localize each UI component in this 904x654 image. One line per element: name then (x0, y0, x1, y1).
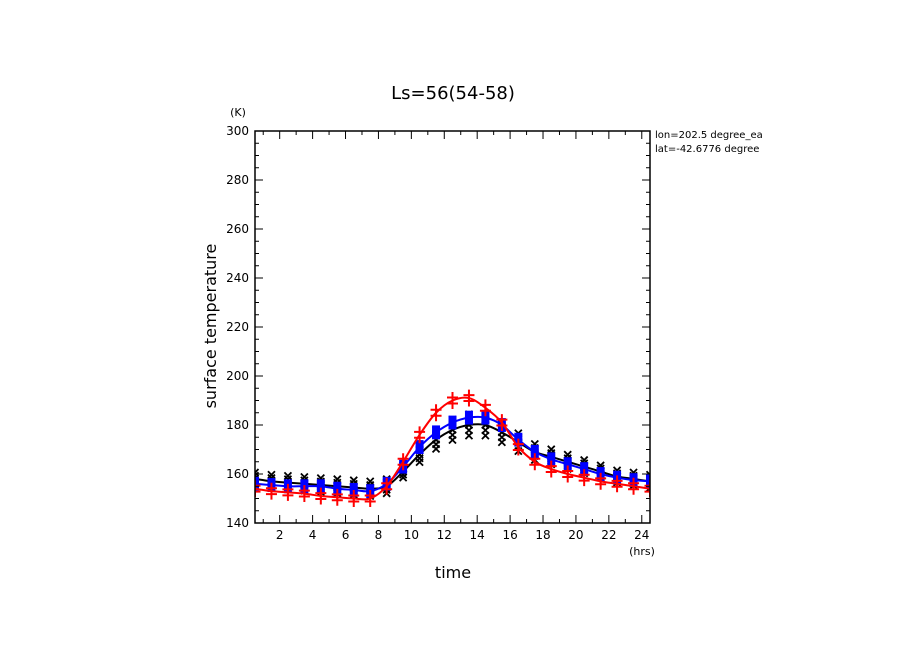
x-tick-label: 12 (437, 528, 452, 542)
series-1-marker (255, 476, 259, 485)
x-tick-label: 18 (535, 528, 550, 542)
y-tick-label: 160 (226, 467, 249, 481)
series-0-marker (563, 450, 572, 459)
y-tick-label: 180 (226, 418, 249, 432)
series-1-marker (267, 478, 276, 487)
series-0-marker (255, 468, 260, 477)
series-1-marker (349, 482, 358, 491)
chart-title: Ls=56(54-58) (391, 83, 515, 104)
series-1-marker (448, 415, 457, 424)
series-1-marker (283, 479, 292, 488)
annotation-lon: lon=202.5 degree_ea (655, 130, 763, 141)
series-1-marker (646, 480, 650, 489)
series-1-marker (481, 416, 490, 425)
series-1-line (255, 415, 650, 493)
x-tick-label: 24 (634, 528, 649, 542)
series-1-marker (613, 470, 622, 479)
x-tick-label: 14 (470, 528, 485, 542)
series-0-marker (547, 445, 556, 454)
annotation-lat: lat=-42.6776 degree (655, 144, 759, 155)
series-0-marker (349, 476, 358, 485)
y-tick-label: 220 (226, 320, 249, 334)
series-1-marker (432, 425, 441, 434)
y-tick-label: 260 (226, 222, 249, 236)
series-1-marker (563, 457, 572, 466)
series-1-marker (415, 440, 424, 449)
series-1-marker (646, 474, 650, 483)
x-tick-label: 22 (601, 528, 616, 542)
x-tick-label: 8 (375, 528, 383, 542)
series-1-marker (629, 473, 638, 482)
y-tick-label: 240 (226, 271, 249, 285)
series-1-marker (547, 452, 556, 461)
series-1-marker (530, 445, 539, 454)
series-1-marker (464, 416, 473, 425)
series-0-marker (398, 473, 408, 482)
series-1-marker (366, 484, 375, 493)
series-2-line (255, 396, 650, 501)
series-1-marker (415, 445, 424, 454)
series-0-marker (333, 475, 342, 484)
series-1-marker (316, 479, 325, 488)
x-axis-unit: (hrs) (629, 545, 655, 558)
series-2-marker (644, 486, 650, 498)
y-axis-unit: (K) (230, 106, 246, 119)
series-0-marker (283, 471, 293, 481)
series-1-marker (580, 462, 589, 471)
series-1-marker (448, 421, 457, 430)
y-axis-label: surface temperature (201, 244, 220, 409)
series-1-marker (432, 431, 441, 440)
x-tick-label: 4 (309, 528, 317, 542)
y-tick-label: 200 (226, 369, 249, 383)
x-axis-label: time (435, 563, 471, 582)
y-tick-label: 140 (226, 516, 249, 530)
series-1-marker (464, 410, 473, 419)
y-tick-label: 280 (226, 173, 249, 187)
series-1-marker (596, 467, 605, 476)
x-tick-label: 10 (404, 528, 419, 542)
x-tick-label: 6 (342, 528, 350, 542)
series-1-marker (514, 432, 523, 441)
series-0-marker (366, 477, 375, 486)
y-tick-label: 300 (226, 124, 249, 138)
x-tick-label: 20 (568, 528, 583, 542)
x-tick-label: 2 (276, 528, 284, 542)
series-1-marker (333, 481, 342, 490)
series-1-marker (300, 479, 309, 488)
series-2-marker (255, 486, 261, 498)
plot-frame (254, 130, 651, 524)
series-0-marker (267, 470, 276, 479)
x-tick-label: 16 (502, 528, 517, 542)
